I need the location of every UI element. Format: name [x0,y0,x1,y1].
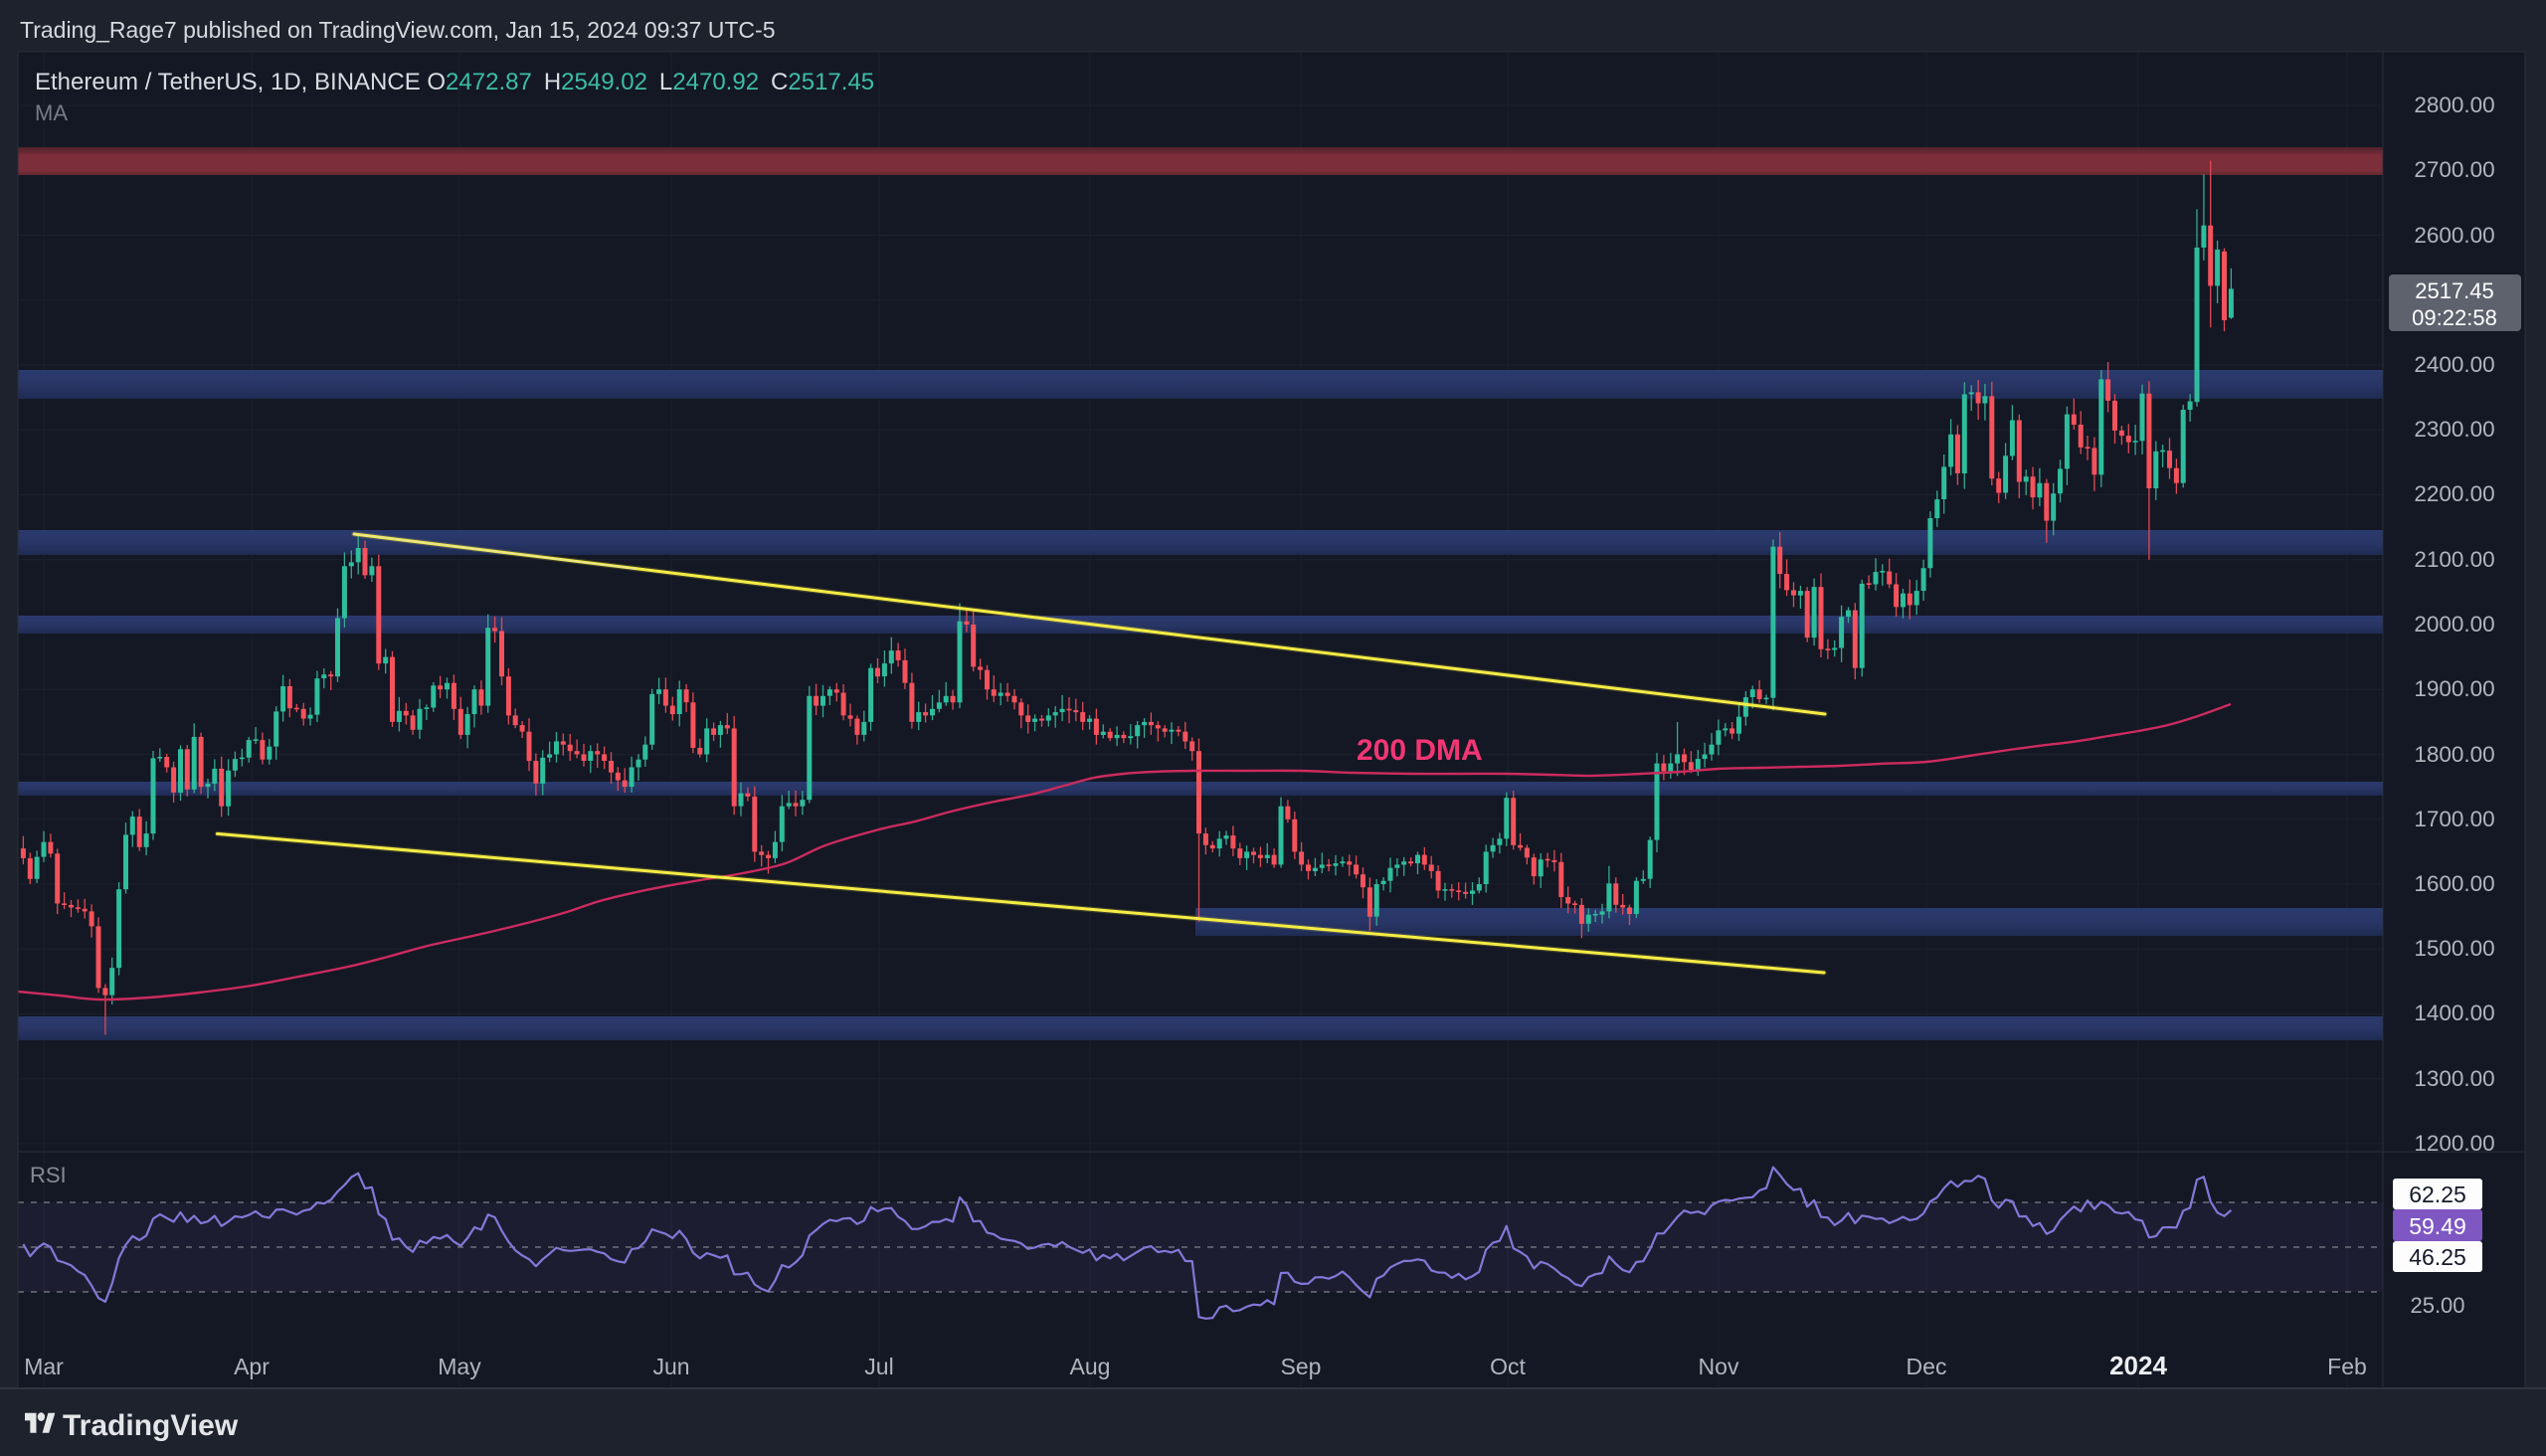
svg-text:Feb: Feb [2327,1354,2367,1379]
svg-text:TradingView: TradingView [63,1409,239,1442]
svg-text:May: May [438,1354,481,1379]
svg-text:1300.00: 1300.00 [2414,1066,2494,1091]
svg-text:Jul: Jul [864,1354,893,1379]
svg-text:Ethereum / TetherUS, 1D, BINAN: Ethereum / TetherUS, 1D, BINANCE O2472.8… [35,69,874,95]
svg-text:Apr: Apr [234,1354,270,1379]
svg-text:200 DMA: 200 DMA [1357,734,1483,767]
svg-text:1200.00: 1200.00 [2414,1131,2494,1156]
svg-text:Jun: Jun [652,1354,689,1379]
svg-text:RSI: RSI [30,1163,67,1187]
svg-text:Dec: Dec [1907,1354,1947,1379]
svg-text:46.25: 46.25 [2409,1244,2466,1270]
svg-text:09:22:58: 09:22:58 [2412,305,2497,330]
svg-text:Mar: Mar [24,1354,64,1379]
svg-text:2800.00: 2800.00 [2414,92,2494,117]
svg-text:Trading_Rage7 published on Tra: Trading_Rage7 published on TradingView.c… [20,17,775,43]
svg-text:2517.45: 2517.45 [2415,278,2494,303]
svg-text:2300.00: 2300.00 [2414,417,2494,442]
svg-text:2600.00: 2600.00 [2414,223,2494,248]
svg-text:2024: 2024 [2109,1351,2167,1380]
svg-text:1500.00: 1500.00 [2414,936,2494,961]
svg-text:Oct: Oct [1490,1354,1526,1379]
svg-text:1800.00: 1800.00 [2414,742,2494,767]
svg-text:25.00: 25.00 [2410,1293,2464,1318]
svg-text:2200.00: 2200.00 [2414,481,2494,506]
svg-text:1600.00: 1600.00 [2414,871,2494,896]
svg-text:2700.00: 2700.00 [2414,157,2494,182]
svg-text:Aug: Aug [1070,1354,1111,1379]
svg-text:Sep: Sep [1281,1354,1322,1379]
svg-text:59.49: 59.49 [2409,1213,2466,1239]
svg-text:2100.00: 2100.00 [2414,547,2494,572]
svg-text:62.25: 62.25 [2409,1182,2466,1207]
svg-text:1700.00: 1700.00 [2414,807,2494,831]
svg-text:1400.00: 1400.00 [2414,1001,2494,1025]
svg-text:2000.00: 2000.00 [2414,612,2494,637]
svg-text:2400.00: 2400.00 [2414,352,2494,377]
svg-text:MA: MA [35,100,68,125]
svg-text:Nov: Nov [1699,1354,1739,1379]
svg-text:1900.00: 1900.00 [2414,676,2494,701]
